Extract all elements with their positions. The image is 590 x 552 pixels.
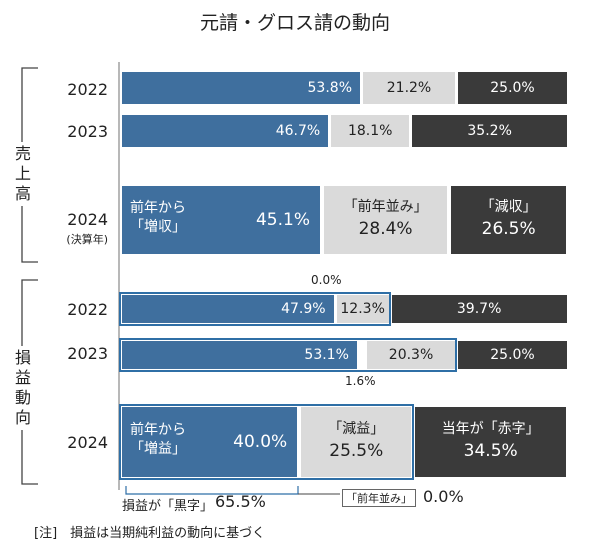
black-profit-bracket: [125, 486, 299, 495]
bar-value-label: 34.5%: [463, 441, 518, 461]
bar-segment: 53.8%: [122, 72, 360, 104]
bar-category-label: 前年から: [130, 422, 186, 438]
chart-title: 元請・グロス請の動向: [199, 12, 390, 34]
bar-segment: 前年から「増益」 40.0%: [122, 407, 298, 477]
bar-value-label: 25.5%: [329, 441, 384, 461]
bar-segment: 47.9%: [122, 295, 334, 323]
year-sublabel: (決算年): [66, 233, 108, 246]
annotation-small-2023: 1.6%: [345, 374, 376, 388]
bar-value-label: 39.7%: [456, 301, 502, 317]
bar-value-label: 45.1%: [255, 210, 310, 230]
bar-value-label: 25.0%: [490, 347, 535, 363]
bar-value-label: 46.7%: [275, 123, 321, 139]
year-label: 2023: [67, 122, 108, 141]
bar-segment: 25.0%: [458, 341, 567, 369]
bar-value-label: 47.9%: [281, 301, 326, 317]
flat-profit-label: 「前年並み」: [342, 489, 416, 507]
bar-segment: 39.7%: [391, 295, 567, 323]
bar-category-label: 「減益」: [328, 421, 385, 437]
bar-segment: 18.1%: [331, 115, 410, 147]
flat-profit-value: 0.0%: [423, 487, 464, 506]
black-profit-frame: [119, 338, 457, 372]
footnote: [注] 損益は当期純利益の動向に基づく: [34, 526, 266, 541]
bar-category-label: 「増益」: [130, 441, 186, 457]
group-label-profit: 損益動向: [14, 346, 32, 430]
bar-value-label: 28.4%: [358, 219, 413, 239]
bar-category-label: 「減収」: [480, 199, 537, 215]
bar-value-label: 53.8%: [307, 80, 352, 96]
year-label: 2024: [67, 433, 108, 452]
year-label: 2022: [67, 80, 108, 99]
bar-segment: [359, 341, 365, 369]
bar-value-label: 26.5%: [481, 219, 536, 239]
bar-segment: 53.1%: [122, 341, 357, 369]
bar-segment: 「減益」 25.5%: [301, 407, 412, 477]
bar-value-label: 53.1%: [304, 347, 349, 363]
bar-segment: 20.3%: [367, 341, 455, 369]
bar-segment: 「前年並み」 28.4%: [324, 186, 448, 254]
year-label: 2022: [67, 300, 108, 319]
bar-category-label: 「増収」: [130, 219, 186, 235]
bar-segment: 25.0%: [458, 72, 567, 104]
black-profit-frame: [119, 292, 391, 326]
bar-value-label: 12.3%: [340, 301, 385, 317]
year-label: 2024: [67, 210, 108, 229]
bar-segment: 46.7%: [122, 115, 329, 147]
bar-category-label: 当年が「赤字」: [441, 421, 540, 437]
bar-segment: 「減収」 26.5%: [451, 186, 566, 254]
bar-value-label: 35.2%: [467, 123, 512, 139]
annotation-zero-2022: 0.0%: [311, 273, 342, 287]
bar-category-label: 「前年並み」: [343, 199, 428, 215]
bar-value-label: 40.0%: [233, 432, 288, 452]
bar-value-label: 20.3%: [388, 347, 434, 363]
bar-value-label: 21.2%: [386, 80, 432, 96]
bar-segment: 35.2%: [412, 115, 567, 147]
bar-category-label: 前年から: [130, 200, 186, 216]
bar-segment: 当年が「赤字」 34.5%: [415, 407, 566, 477]
black-profit-frame: [119, 404, 415, 480]
bar-segment: 前年から「増収」 45.1%: [122, 186, 320, 254]
bar-value-label: 25.0%: [490, 80, 535, 96]
bar-value-label: 18.1%: [347, 123, 393, 139]
bar-segment: 21.2%: [363, 72, 455, 104]
year-label: 2023: [67, 344, 108, 363]
black-profit-value: 65.5%: [215, 492, 266, 511]
group-label-sales: 売上高: [14, 142, 32, 206]
black-profit-label: 損益が「黒字」: [122, 499, 214, 514]
bar-segment: 12.3%: [336, 295, 389, 323]
